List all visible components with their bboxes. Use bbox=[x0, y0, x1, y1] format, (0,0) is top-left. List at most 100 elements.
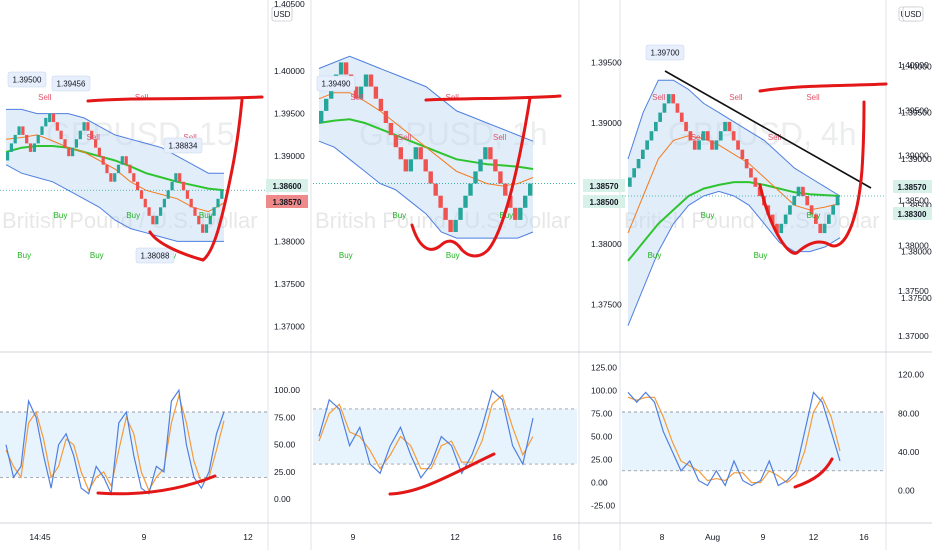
callout-box bbox=[135, 247, 175, 264]
renko-brick bbox=[423, 159, 428, 172]
price-tag bbox=[266, 179, 308, 192]
price-tick: 1.39000 bbox=[901, 154, 932, 164]
buy-signal-label: Buy bbox=[90, 251, 104, 260]
price-tick: 1.40000 bbox=[898, 60, 929, 70]
renko-brick bbox=[59, 130, 63, 140]
stoch-tick: 25.00 bbox=[274, 467, 296, 477]
renko-brick bbox=[338, 62, 344, 75]
time-tick: 8 bbox=[660, 532, 665, 542]
renko-brick bbox=[666, 94, 671, 104]
renko-brick bbox=[523, 195, 528, 208]
callout-text: 1.39500 bbox=[13, 76, 42, 85]
price-tick: 1.39500 bbox=[274, 109, 305, 119]
stoch-band bbox=[313, 408, 577, 465]
renko-brick bbox=[363, 74, 369, 87]
stoch-rising-marker bbox=[793, 457, 834, 489]
time-tick: 12 bbox=[243, 532, 253, 542]
renko-brick bbox=[185, 190, 189, 199]
bollinger-upper-line bbox=[318, 55, 534, 142]
renko-brick bbox=[97, 147, 101, 157]
callout-text: 1.38834 bbox=[169, 142, 198, 151]
renko-brick bbox=[193, 207, 197, 216]
renko-brick bbox=[139, 190, 144, 199]
renko-brick bbox=[204, 224, 209, 233]
renko-brick bbox=[692, 140, 697, 150]
price-tick: 1.39500 bbox=[901, 108, 932, 118]
renko-brick bbox=[329, 86, 334, 99]
renko-brick bbox=[688, 131, 693, 141]
renko-brick bbox=[368, 74, 374, 87]
renko-brick bbox=[109, 173, 113, 182]
renko-brick bbox=[201, 224, 205, 233]
price-tag-text: 1.38570 bbox=[273, 198, 302, 207]
renko-brick bbox=[124, 156, 128, 165]
renko-brick bbox=[44, 117, 48, 127]
buy-signal-label: Buy bbox=[754, 251, 768, 260]
renko-brick bbox=[518, 207, 523, 220]
renko-brick bbox=[493, 159, 498, 172]
price-tick: 1.37500 bbox=[591, 300, 622, 310]
renko-brick bbox=[488, 147, 493, 160]
renko-brick bbox=[90, 130, 94, 140]
price-callout: 1.39490 bbox=[316, 75, 356, 92]
stoch-tick: 25.00 bbox=[591, 455, 613, 465]
renko-brick bbox=[181, 181, 186, 191]
time-tick: 14:45 bbox=[29, 532, 51, 542]
stoch-tick: 50.00 bbox=[274, 440, 296, 450]
stoch-tick: 120.00 bbox=[898, 370, 924, 380]
time-tick: 9 bbox=[142, 532, 147, 542]
price-tag bbox=[893, 180, 932, 193]
price-tick: 1.38000 bbox=[274, 236, 305, 246]
renko-brick bbox=[403, 159, 408, 172]
renko-brick bbox=[710, 140, 714, 150]
sell-signal-label: Sell bbox=[446, 93, 460, 102]
time-tick: 16 bbox=[552, 532, 562, 542]
renko-brick bbox=[94, 139, 98, 148]
renko-brick bbox=[827, 214, 831, 224]
renko-brick bbox=[749, 168, 753, 178]
price-tick: 1.40000 bbox=[274, 66, 305, 76]
renko-brick bbox=[101, 156, 105, 165]
stoch-rising-marker bbox=[96, 474, 217, 496]
renko-brick bbox=[358, 86, 364, 99]
stoch-tick: 0.00 bbox=[591, 477, 608, 487]
price-tick: 1.39000 bbox=[591, 118, 622, 128]
renko-brick bbox=[636, 159, 641, 169]
price-tag-text: 1.38300 bbox=[898, 210, 927, 219]
renko-brick bbox=[788, 205, 792, 215]
renko-brick bbox=[498, 171, 503, 184]
price-callout: 1.38834 bbox=[163, 137, 203, 154]
renko-brick bbox=[120, 156, 124, 165]
price-tag bbox=[893, 207, 932, 220]
price-callout: 1.39700 bbox=[645, 44, 685, 61]
callout-box bbox=[7, 71, 47, 88]
renko-brick bbox=[9, 143, 13, 152]
renko-brick bbox=[770, 214, 775, 224]
bollinger-upper-line bbox=[627, 79, 841, 197]
renko-brick bbox=[822, 223, 827, 234]
price-axis-2: 1.39500 1.39000 1.38500 1.38000 1.37500 1.385… bbox=[351, 57, 625, 542]
sell-signal-label: Sell bbox=[691, 133, 705, 142]
renko-brick bbox=[13, 134, 17, 144]
double-bottom-marker bbox=[410, 96, 532, 258]
renko-brick bbox=[28, 143, 33, 152]
renko-brick bbox=[32, 143, 36, 152]
renko-brick bbox=[508, 195, 513, 208]
price-tick: 1.37500 bbox=[901, 293, 932, 303]
renko-brick bbox=[71, 147, 75, 157]
stoch-rising-marker bbox=[388, 452, 496, 496]
sell-signal-label: Sell bbox=[350, 93, 364, 102]
bollinger-lower-line bbox=[5, 164, 224, 242]
sell-signal-label: Sell bbox=[398, 133, 412, 142]
renko-brick bbox=[675, 103, 680, 113]
renko-brick bbox=[779, 223, 784, 234]
buy-signal-label: Buy bbox=[499, 211, 513, 220]
price-axis-1: USD1.405001.400001.395001.390001.385001.… bbox=[29, 0, 308, 542]
buy-signal-label: Buy bbox=[199, 211, 213, 220]
renko-brick bbox=[783, 214, 788, 224]
renko-brick bbox=[55, 122, 59, 131]
